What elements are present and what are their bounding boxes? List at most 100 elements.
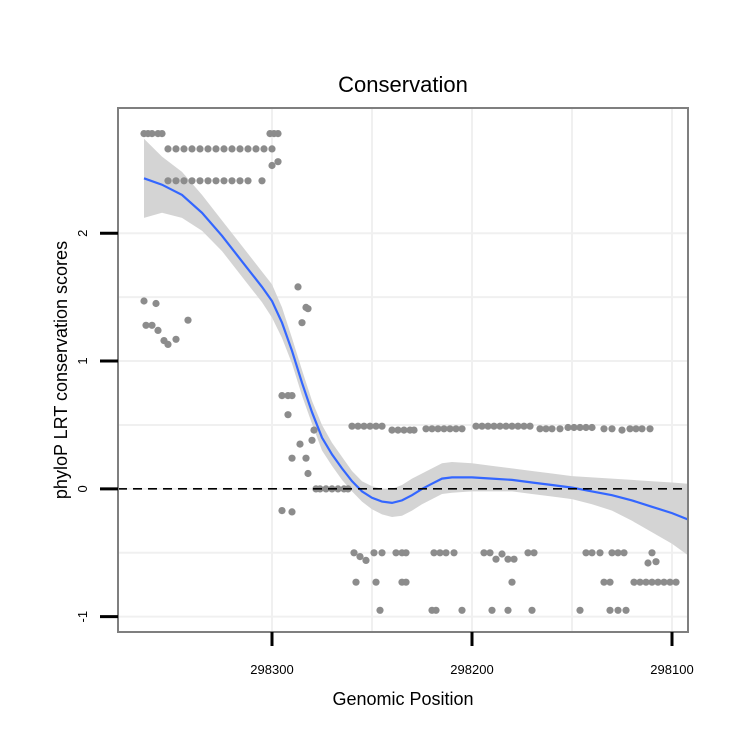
data-point — [600, 425, 608, 433]
data-point — [542, 425, 550, 433]
data-point — [394, 426, 402, 434]
data-point — [372, 422, 380, 430]
y-tick-label: -1 — [75, 611, 90, 623]
data-point — [228, 177, 236, 185]
data-point — [508, 422, 516, 430]
data-point — [154, 326, 162, 334]
data-point — [608, 425, 616, 433]
data-point — [490, 422, 498, 430]
data-point — [392, 549, 400, 557]
data-point — [608, 549, 616, 557]
data-point — [450, 549, 458, 557]
data-point — [236, 145, 244, 153]
data-point — [440, 425, 448, 433]
data-point — [638, 425, 646, 433]
data-point — [152, 299, 160, 308]
data-point — [632, 425, 640, 433]
data-point — [360, 422, 368, 430]
data-point — [204, 177, 212, 185]
data-point — [184, 316, 192, 324]
data-point — [228, 145, 236, 153]
data-point — [322, 485, 330, 493]
data-point — [288, 392, 296, 400]
data-point — [284, 411, 292, 419]
data-point — [244, 177, 252, 185]
data-point — [388, 426, 396, 434]
data-point — [446, 425, 454, 433]
data-point — [620, 549, 628, 557]
data-point — [498, 550, 506, 558]
data-point — [422, 425, 430, 433]
data-point — [370, 549, 378, 557]
data-point — [636, 578, 644, 586]
data-point — [378, 422, 386, 430]
data-point — [302, 454, 310, 462]
data-point — [576, 423, 584, 432]
data-point — [304, 305, 312, 313]
data-point — [492, 555, 500, 563]
data-point — [212, 145, 220, 153]
data-point — [268, 161, 276, 170]
data-point — [278, 507, 286, 515]
data-point — [430, 549, 438, 557]
x-axis-label: Genomic Position — [332, 689, 473, 709]
data-point — [220, 177, 228, 185]
data-point — [514, 422, 522, 430]
data-point — [252, 145, 260, 153]
x-tick-label: 298100 — [650, 662, 693, 677]
plot-frame — [117, 107, 689, 633]
data-point — [442, 549, 450, 557]
data-point — [478, 422, 486, 430]
data-point — [274, 130, 282, 138]
data-point — [172, 177, 180, 185]
data-point — [524, 549, 532, 557]
data-point — [356, 553, 364, 561]
data-point — [164, 177, 172, 185]
data-point — [652, 558, 660, 566]
data-point — [672, 578, 680, 586]
data-point — [452, 425, 460, 433]
data-point — [472, 422, 480, 430]
data-point — [372, 578, 380, 586]
data-point — [352, 578, 360, 586]
data-point — [588, 423, 596, 432]
data-point — [436, 549, 444, 557]
data-point — [244, 145, 252, 153]
data-point — [582, 423, 590, 432]
data-point — [646, 425, 654, 433]
data-point — [288, 454, 296, 462]
data-point — [334, 485, 342, 493]
data-point — [258, 177, 266, 185]
data-point — [140, 297, 148, 305]
data-point — [564, 423, 572, 432]
data-point — [274, 158, 282, 166]
data-point — [180, 145, 188, 153]
y-axis-label: phyloP LRT conservation scores — [51, 241, 71, 499]
data-point — [556, 425, 564, 433]
data-point — [260, 145, 268, 153]
data-point — [188, 177, 196, 185]
data-point — [606, 578, 614, 586]
data-point — [348, 422, 356, 430]
data-point — [626, 425, 634, 433]
data-point — [520, 422, 528, 430]
data-point — [548, 425, 556, 433]
data-point — [172, 335, 180, 343]
data-point — [432, 606, 440, 614]
data-point — [510, 555, 518, 563]
data-point — [606, 606, 614, 614]
data-point — [308, 436, 316, 444]
data-point — [220, 145, 228, 153]
data-point — [588, 549, 596, 557]
data-point — [188, 145, 196, 153]
data-point — [142, 321, 150, 329]
data-point — [458, 606, 466, 614]
data-point — [278, 392, 286, 400]
data-point — [400, 426, 408, 434]
data-point — [350, 549, 358, 557]
data-point — [614, 606, 622, 614]
data-point — [304, 469, 312, 478]
data-point — [458, 425, 466, 433]
data-point — [480, 549, 488, 557]
